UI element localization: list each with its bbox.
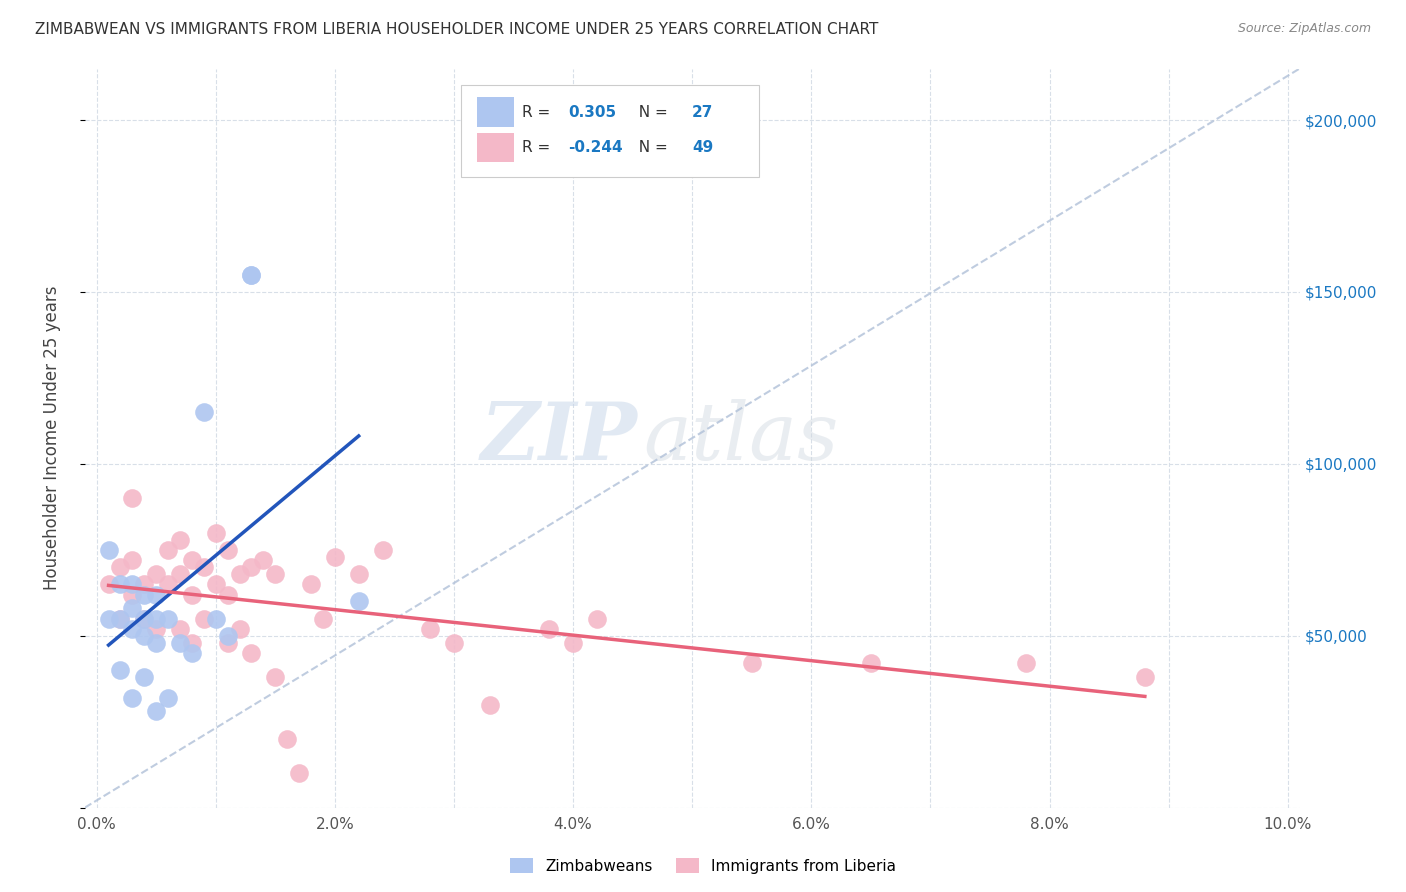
Point <box>859 657 882 671</box>
Point <box>169 533 191 547</box>
Point <box>299 577 322 591</box>
Point <box>288 766 311 780</box>
Point <box>110 611 132 625</box>
Bar <box>477 97 513 127</box>
Point <box>478 698 501 712</box>
Text: N =: N = <box>628 140 672 155</box>
Point <box>110 560 132 574</box>
Point <box>347 566 370 581</box>
Point <box>204 525 226 540</box>
Point <box>121 491 143 506</box>
Text: ZIMBABWEAN VS IMMIGRANTS FROM LIBERIA HOUSEHOLDER INCOME UNDER 25 YEARS CORRELAT: ZIMBABWEAN VS IMMIGRANTS FROM LIBERIA HO… <box>35 22 879 37</box>
Point <box>121 601 143 615</box>
Point <box>312 611 335 625</box>
Text: atlas: atlas <box>644 400 839 477</box>
Text: 0.305: 0.305 <box>568 104 616 120</box>
Point <box>228 566 250 581</box>
Text: Source: ZipAtlas.com: Source: ZipAtlas.com <box>1237 22 1371 36</box>
Legend: Zimbabweans, Immigrants from Liberia: Zimbabweans, Immigrants from Liberia <box>505 852 901 880</box>
Point <box>134 577 156 591</box>
Point <box>157 611 180 625</box>
Point <box>157 542 180 557</box>
Point <box>134 611 156 625</box>
Point <box>204 611 226 625</box>
Point <box>586 611 609 625</box>
Point <box>110 577 132 591</box>
Point <box>134 611 156 625</box>
Point <box>264 670 287 684</box>
Point <box>419 622 441 636</box>
Point <box>145 622 167 636</box>
Point <box>252 553 274 567</box>
Point <box>562 635 585 649</box>
FancyBboxPatch shape <box>461 85 759 178</box>
Point <box>145 611 167 625</box>
Point <box>371 542 394 557</box>
Text: ZIP: ZIP <box>481 400 637 477</box>
Point <box>1133 670 1156 684</box>
Point <box>193 611 215 625</box>
Point <box>181 635 204 649</box>
Point <box>741 657 763 671</box>
Point <box>121 553 143 567</box>
Text: -0.244: -0.244 <box>568 140 623 155</box>
Point <box>181 588 204 602</box>
Point <box>193 560 215 574</box>
Point <box>134 588 156 602</box>
Point <box>145 705 167 719</box>
Point <box>181 553 204 567</box>
Point <box>134 629 156 643</box>
Text: R =: R = <box>522 104 555 120</box>
Point <box>145 588 167 602</box>
Point <box>217 588 239 602</box>
Point <box>169 635 191 649</box>
Point <box>240 268 263 282</box>
Point <box>323 549 346 564</box>
Point <box>97 577 120 591</box>
Point <box>228 622 250 636</box>
Point <box>97 542 120 557</box>
Point <box>97 611 120 625</box>
Point <box>347 594 370 608</box>
Point <box>157 690 180 705</box>
Point <box>157 577 180 591</box>
Text: N =: N = <box>628 104 672 120</box>
Point <box>217 542 239 557</box>
Point <box>217 635 239 649</box>
Point <box>121 622 143 636</box>
Point <box>264 566 287 581</box>
Point <box>169 622 191 636</box>
Point <box>204 577 226 591</box>
Point <box>240 560 263 574</box>
Point <box>217 629 239 643</box>
Point <box>240 646 263 660</box>
Point <box>145 566 167 581</box>
Y-axis label: Householder Income Under 25 years: Householder Income Under 25 years <box>44 285 60 591</box>
Point <box>169 566 191 581</box>
Bar <box>477 133 513 162</box>
Point <box>110 611 132 625</box>
Point <box>121 577 143 591</box>
Text: R =: R = <box>522 140 555 155</box>
Text: 49: 49 <box>692 140 713 155</box>
Point <box>538 622 561 636</box>
Point <box>193 405 215 419</box>
Point <box>276 731 298 746</box>
Point <box>134 670 156 684</box>
Text: 27: 27 <box>692 104 714 120</box>
Point <box>181 646 204 660</box>
Point <box>121 588 143 602</box>
Point <box>121 690 143 705</box>
Point <box>1015 657 1038 671</box>
Point <box>240 268 263 282</box>
Point <box>145 635 167 649</box>
Point <box>443 635 465 649</box>
Point <box>110 663 132 677</box>
